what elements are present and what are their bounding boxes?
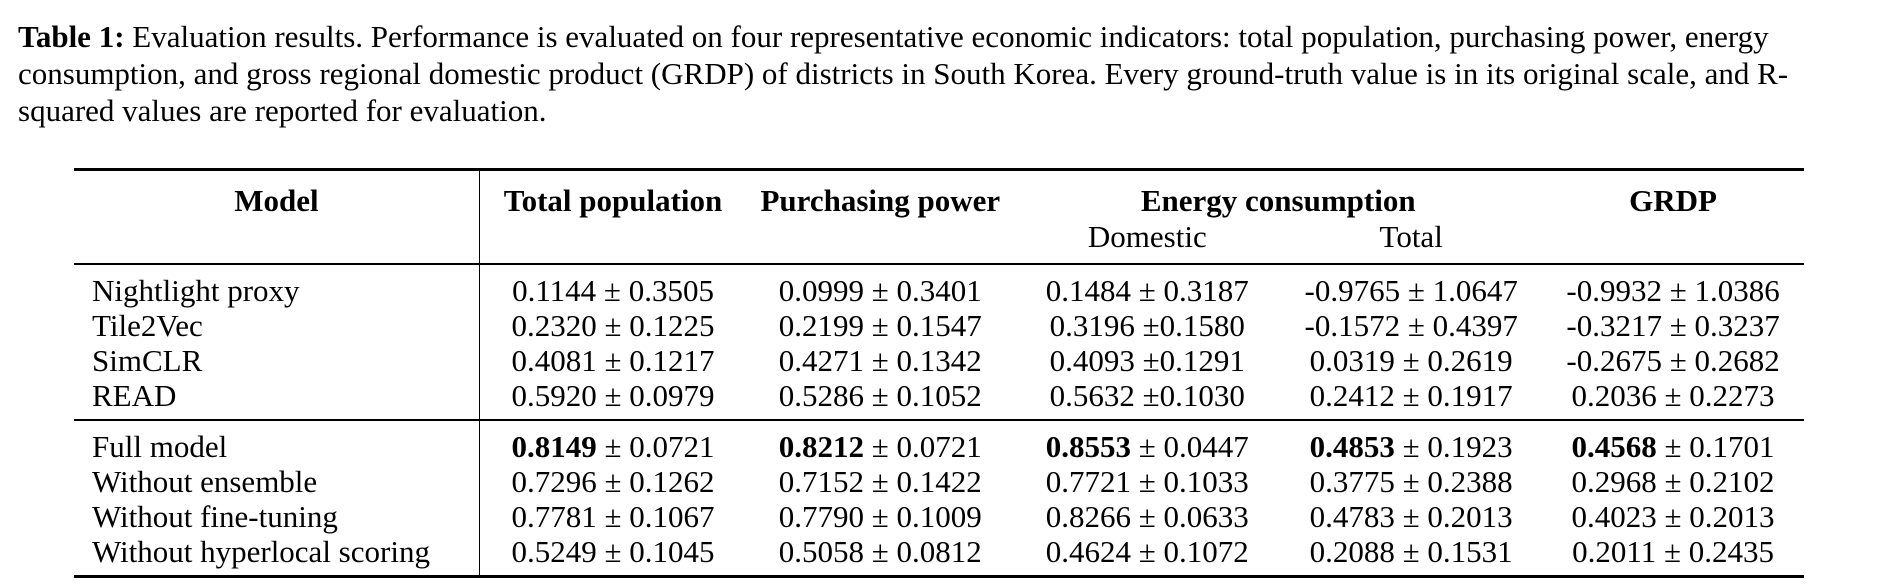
- row-model: Without hyperlocal scoring: [74, 534, 480, 577]
- row-model: SimCLR: [74, 343, 480, 378]
- cell-total-population: 0.1144 ± 0.3505: [512, 273, 714, 308]
- cell-energy-domestic: 0.1484 ± 0.3187: [1045, 273, 1249, 308]
- header-purchasing-power: Purchasing power: [760, 183, 1001, 218]
- caption-text: Evaluation results. Performance is evalu…: [18, 19, 1789, 128]
- cell-total-population: 0.7781 ± 0.1067: [511, 499, 715, 534]
- row-model: Without ensemble: [74, 464, 480, 499]
- cell-purchasing-power: 0.8212 ± 0.0721: [746, 420, 1014, 464]
- best-value: 0.4853: [1309, 429, 1395, 464]
- cell-total-population: 0.7296 ± 0.1262: [511, 464, 715, 499]
- cell-purchasing-power: 0.5286 ± 0.1052: [778, 378, 982, 413]
- cell-purchasing-power: 0.5058 ± 0.0812: [778, 534, 982, 569]
- table-caption: Table 1: Evaluation results. Performance…: [18, 18, 1860, 129]
- table-row: Tile2Vec 0.2320 ± 0.1225 0.2199 ± 0.1547…: [74, 308, 1804, 343]
- cell-purchasing-power: 0.4271 ± 0.1342: [778, 343, 982, 378]
- cell-energy-total: 0.4853 ± 0.1923: [1280, 420, 1542, 464]
- results-table: Model Total population Purchasing power …: [74, 168, 1804, 578]
- header-total-population: Total population: [503, 183, 723, 218]
- table-row: READ 0.5920 ± 0.0979 0.5286 ± 0.1052 0.5…: [74, 378, 1804, 420]
- cell-grdp: 0.2011 ± 0.2435: [1572, 534, 1774, 569]
- best-value: 0.8553: [1045, 429, 1132, 464]
- cell-energy-total: 0.2088 ± 0.1531: [1309, 534, 1513, 569]
- table-row: Without ensemble 0.7296 ± 0.1262 0.7152 …: [74, 464, 1804, 499]
- row-model: Tile2Vec: [74, 308, 480, 343]
- best-value: 0.8149: [511, 429, 597, 464]
- row-model: READ: [74, 378, 480, 420]
- cell-total-population: 0.2320 ± 0.1225: [511, 308, 715, 343]
- best-value: 0.8212: [778, 429, 865, 464]
- cell-grdp: 0.2968 ± 0.2102: [1571, 464, 1775, 499]
- cell-purchasing-power: 0.7790 ± 0.1009: [778, 499, 982, 534]
- cell-energy-domestic: 0.4093 ±0.1291: [1049, 343, 1245, 378]
- std-value: ± 0.0721: [596, 429, 715, 464]
- cell-grdp: 0.4568 ± 0.1701: [1542, 420, 1804, 464]
- cell-total-population: 0.5249 ± 0.1045: [511, 534, 715, 569]
- std-value: ± 0.0447: [1131, 429, 1249, 464]
- cell-energy-domestic: 0.4624 ± 0.1072: [1045, 534, 1249, 569]
- cell-energy-domestic: 0.3196 ±0.1580: [1049, 308, 1245, 343]
- cell-energy-total: 0.4783 ± 0.2013: [1309, 499, 1513, 534]
- results-table-container: Model Total population Purchasing power …: [74, 168, 1804, 578]
- std-value: ± 0.1701: [1656, 429, 1775, 464]
- cell-energy-total: -0.1572 ± 0.4397: [1304, 308, 1518, 343]
- cell-grdp: 0.2036 ± 0.2273: [1571, 378, 1775, 413]
- cell-energy-domestic: 0.5632 ±0.1030: [1049, 378, 1245, 413]
- subheader-empty: [1542, 219, 1804, 264]
- cell-total-population: 0.8149 ± 0.0721: [479, 420, 746, 464]
- row-model: Nightlight proxy: [74, 264, 480, 308]
- cell-energy-total: 0.0319 ± 0.2619: [1309, 343, 1513, 378]
- cell-purchasing-power: 0.0999 ± 0.3401: [778, 273, 982, 308]
- cell-energy-total: -0.9765 ± 1.0647: [1304, 273, 1518, 308]
- table-row: Nightlight proxy 0.1144 ± 0.3505 0.0999 …: [74, 264, 1804, 308]
- header-model: Model: [74, 169, 480, 219]
- table-row-full-model: Full model 0.8149 ± 0.0721 0.8212 ± 0.07…: [74, 420, 1804, 464]
- cell-grdp: -0.3217 ± 0.3237: [1566, 308, 1780, 343]
- subheader-empty: [746, 219, 1014, 264]
- cell-grdp: 0.4023 ± 0.2013: [1571, 499, 1775, 534]
- cell-purchasing-power: 0.7152 ± 0.1422: [778, 464, 982, 499]
- header-grdp: GRDP: [1629, 183, 1717, 218]
- cell-grdp: -0.9932 ± 1.0386: [1566, 273, 1780, 308]
- table-row: SimCLR 0.4081 ± 0.1217 0.4271 ± 0.1342 0…: [74, 343, 1804, 378]
- cell-energy-total: 0.3775 ± 0.2388: [1309, 464, 1513, 499]
- cell-energy-domestic: 0.8553 ± 0.0447: [1014, 420, 1280, 464]
- cell-purchasing-power: 0.2199 ± 0.1547: [778, 308, 982, 343]
- table-row: Without hyperlocal scoring 0.5249 ± 0.10…: [74, 534, 1804, 577]
- caption-label: Table 1:: [18, 19, 125, 54]
- cell-grdp: -0.2675 ± 0.2682: [1566, 343, 1780, 378]
- subheader-empty: [74, 219, 480, 264]
- std-value: ± 0.1923: [1394, 429, 1513, 464]
- subheader-row: Domestic Total: [74, 219, 1804, 264]
- cell-total-population: 0.4081 ± 0.1217: [511, 343, 715, 378]
- subheader-domestic: Domestic: [1087, 219, 1207, 254]
- row-model: Without fine-tuning: [74, 499, 480, 534]
- header-row: Model Total population Purchasing power …: [74, 169, 1804, 219]
- header-energy-consumption: Energy consumption: [1140, 183, 1416, 218]
- row-model: Full model: [74, 420, 480, 464]
- best-value: 0.4568: [1571, 429, 1657, 464]
- cell-energy-domestic: 0.8266 ± 0.0633: [1045, 499, 1249, 534]
- subheader-total: Total: [1379, 219, 1443, 254]
- subheader-empty: [479, 219, 746, 264]
- table-row: Without fine-tuning 0.7781 ± 0.1067 0.77…: [74, 499, 1804, 534]
- cell-energy-domestic: 0.7721 ± 0.1033: [1045, 464, 1249, 499]
- cell-energy-total: 0.2412 ± 0.1917: [1309, 378, 1513, 413]
- cell-total-population: 0.5920 ± 0.0979: [511, 378, 715, 413]
- std-value: ± 0.0721: [864, 429, 982, 464]
